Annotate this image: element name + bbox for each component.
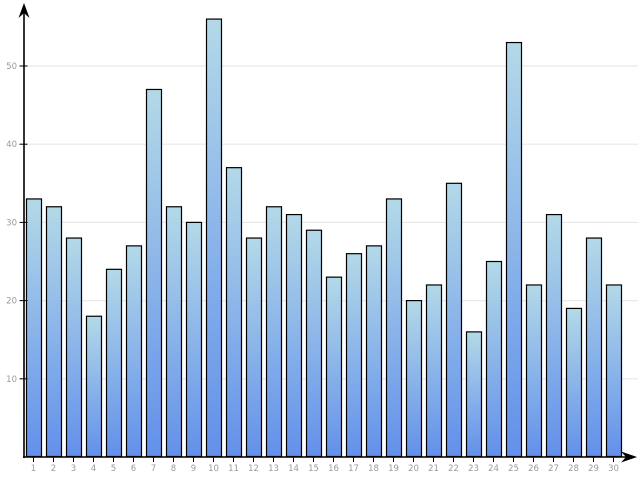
y-tick-label: 50 <box>6 62 17 72</box>
x-tick-label: 5 <box>111 464 116 474</box>
x-tick-label: 10 <box>208 464 219 474</box>
x-axis-arrow-icon <box>621 451 637 463</box>
bar <box>325 276 343 458</box>
x-tick-label: 3 <box>71 464 76 474</box>
bar <box>205 18 223 458</box>
x-tick-label: 30 <box>608 464 619 474</box>
y-tick-label: 40 <box>6 140 17 150</box>
bar <box>85 315 103 458</box>
y-tick-label: 30 <box>6 218 17 228</box>
x-tick-label: 12 <box>248 464 259 474</box>
bar <box>305 229 323 458</box>
bar <box>345 253 363 458</box>
x-tick-label: 27 <box>548 464 559 474</box>
x-tick-label: 19 <box>388 464 399 474</box>
bar <box>25 198 43 458</box>
x-tick-label: 1 <box>31 464 36 474</box>
x-tick-label: 13 <box>268 464 279 474</box>
bar <box>125 245 143 458</box>
bar <box>465 331 483 458</box>
x-tick-label: 29 <box>588 464 599 474</box>
bar <box>585 237 603 458</box>
x-tick-label: 22 <box>448 464 459 474</box>
bar <box>525 284 543 458</box>
axes <box>18 3 637 463</box>
bar <box>165 206 183 458</box>
bar <box>265 206 283 458</box>
x-tick-label: 20 <box>408 464 419 474</box>
bar <box>365 245 383 458</box>
bar <box>445 182 463 458</box>
bar <box>225 167 243 458</box>
x-tick-label: 28 <box>568 464 579 474</box>
bar <box>65 237 83 458</box>
y-tick-label: 20 <box>6 297 17 307</box>
bar <box>505 41 523 458</box>
bar <box>405 300 423 458</box>
bar <box>605 284 623 458</box>
x-tick-label: 14 <box>288 464 299 474</box>
x-tick-label: 25 <box>508 464 519 474</box>
bar <box>145 88 163 458</box>
y-axis-arrow-icon <box>18 3 30 18</box>
x-tick-label: 6 <box>131 464 136 474</box>
bar <box>245 237 263 458</box>
bar <box>385 198 403 458</box>
x-tick-label: 18 <box>368 464 379 474</box>
x-tick-label: 16 <box>328 464 339 474</box>
x-tick-label: 9 <box>191 464 196 474</box>
x-tick-label: 7 <box>151 464 156 474</box>
x-tick-label: 23 <box>468 464 479 474</box>
bar <box>565 307 583 458</box>
y-tick-label: 10 <box>6 375 17 385</box>
bar <box>485 260 503 458</box>
x-tick-label: 21 <box>428 464 439 474</box>
x-tick-label: 24 <box>488 464 499 474</box>
bar <box>185 221 203 458</box>
bar <box>425 284 443 458</box>
x-tick-label: 15 <box>308 464 319 474</box>
x-tick-label: 26 <box>528 464 539 474</box>
x-tick-label: 2 <box>51 464 56 474</box>
x-tick-label: 17 <box>348 464 359 474</box>
bar <box>285 213 303 458</box>
x-tick-label: 8 <box>171 464 176 474</box>
bar <box>545 213 563 458</box>
bars <box>25 18 623 458</box>
x-tick-label: 4 <box>91 464 96 474</box>
bar <box>45 206 63 458</box>
x-tick-label: 11 <box>228 464 239 474</box>
bar <box>105 268 123 458</box>
